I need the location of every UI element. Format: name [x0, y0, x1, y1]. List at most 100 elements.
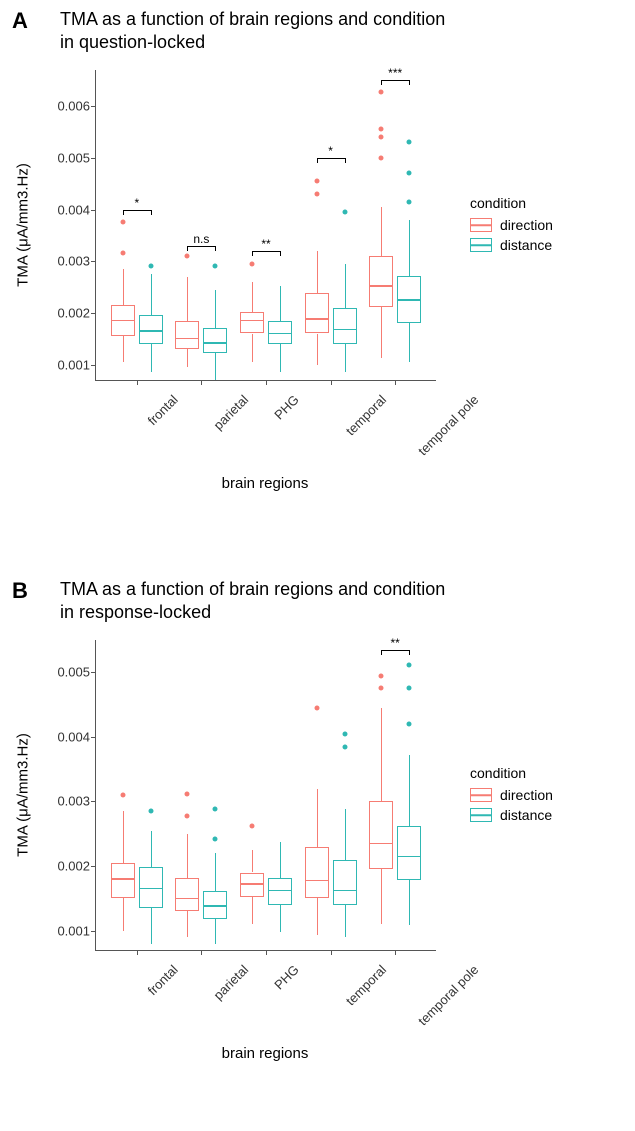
- outlier-point: [250, 261, 255, 266]
- y-tick-label: 0.002: [57, 305, 96, 320]
- legend-item: direction: [470, 787, 553, 803]
- whisker: [317, 898, 318, 935]
- significance-label: *: [134, 196, 139, 210]
- outlier-point: [379, 673, 384, 678]
- outlier-point: [185, 813, 190, 818]
- whisker: [409, 220, 410, 276]
- boxplot-box: [175, 321, 199, 349]
- significance-tick: [151, 210, 152, 215]
- significance-bar: [123, 210, 151, 211]
- significance-label: **: [391, 636, 400, 650]
- boxplot-box: [175, 878, 199, 912]
- significance-tick: [409, 80, 410, 85]
- outlier-point: [342, 744, 347, 749]
- outlier-point: [250, 824, 255, 829]
- whisker: [381, 207, 382, 256]
- significance-label: **: [261, 237, 270, 251]
- whisker: [345, 344, 346, 372]
- figure-root: A TMA as a function of brain regions and …: [0, 0, 635, 1131]
- x-tick-label: PHG: [271, 392, 302, 423]
- x-tick-mark: [395, 380, 396, 385]
- whisker: [381, 869, 382, 924]
- outlier-point: [314, 192, 319, 197]
- whisker: [187, 834, 188, 878]
- whisker: [151, 344, 152, 372]
- whisker: [252, 334, 253, 362]
- outlier-point: [379, 686, 384, 691]
- outlier-point: [407, 721, 412, 726]
- y-tick-label: 0.004: [57, 202, 96, 217]
- outlier-point: [213, 836, 218, 841]
- whisker: [187, 277, 188, 321]
- significance-bar: [187, 246, 215, 247]
- boxplot-box: [305, 293, 329, 333]
- whisker: [215, 853, 216, 890]
- legend-label: distance: [500, 237, 552, 253]
- whisker: [215, 290, 216, 329]
- x-tick-label: temporal: [342, 962, 388, 1008]
- legend-title: condition: [470, 195, 553, 211]
- y-tick-label: 0.005: [57, 150, 96, 165]
- outlier-point: [148, 264, 153, 269]
- boxplot-median: [139, 330, 163, 332]
- y-tick-label: 0.001: [57, 923, 96, 938]
- outlier-point: [379, 127, 384, 132]
- significance-tick: [280, 251, 281, 256]
- boxplot-box: [333, 308, 357, 344]
- boxplot-median: [240, 320, 264, 322]
- whisker: [215, 353, 216, 380]
- significance-bar: [252, 251, 280, 252]
- outlier-point: [213, 264, 218, 269]
- whisker: [252, 282, 253, 312]
- whisker: [151, 908, 152, 944]
- boxplot-median: [203, 905, 227, 907]
- x-tick-mark: [266, 380, 267, 385]
- panel-title: TMA as a function of brain regions and c…: [60, 8, 445, 53]
- boxplot-median: [111, 878, 135, 880]
- legend-label: direction: [500, 217, 553, 233]
- x-tick-label: frontal: [144, 962, 180, 998]
- boxplot-median: [268, 890, 292, 892]
- outlier-point: [120, 251, 125, 256]
- whisker: [123, 811, 124, 863]
- y-tick-label: 0.001: [57, 357, 96, 372]
- significance-label: *: [328, 144, 333, 158]
- whisker: [280, 905, 281, 932]
- whisker: [345, 264, 346, 308]
- whisker: [215, 919, 216, 944]
- significance-label: n.s: [193, 232, 209, 246]
- outlier-point: [379, 135, 384, 140]
- whisker: [381, 307, 382, 359]
- boxplot-median: [175, 898, 199, 900]
- outlier-point: [407, 140, 412, 145]
- x-tick-mark: [201, 380, 202, 385]
- whisker: [187, 911, 188, 937]
- significance-tick: [345, 158, 346, 163]
- boxplot-box: [397, 826, 421, 880]
- outlier-point: [120, 220, 125, 225]
- legend-title: condition: [470, 765, 553, 781]
- legend-item: distance: [470, 807, 553, 823]
- y-axis-title: TMA (μA/mm3.Hz): [15, 733, 32, 857]
- panel-letter: A: [12, 8, 28, 34]
- outlier-point: [185, 791, 190, 796]
- legend-swatch: [470, 788, 492, 802]
- x-tick-mark: [201, 950, 202, 955]
- significance-tick: [187, 246, 188, 251]
- whisker: [317, 251, 318, 293]
- legend-swatch: [470, 808, 492, 822]
- boxplot-box: [203, 328, 227, 352]
- whisker: [252, 850, 253, 873]
- x-tick-label: temporal pole: [415, 962, 481, 1028]
- boxplot-median: [175, 338, 199, 340]
- whisker: [280, 344, 281, 372]
- x-tick-mark: [331, 380, 332, 385]
- boxplot-median: [203, 342, 227, 344]
- significance-bar: [381, 80, 409, 81]
- x-tick-label: PHG: [271, 962, 302, 993]
- significance-tick: [381, 80, 382, 85]
- outlier-point: [314, 179, 319, 184]
- boxplot-median: [397, 299, 421, 301]
- boxplot-box: [305, 847, 329, 899]
- y-tick-label: 0.004: [57, 729, 96, 744]
